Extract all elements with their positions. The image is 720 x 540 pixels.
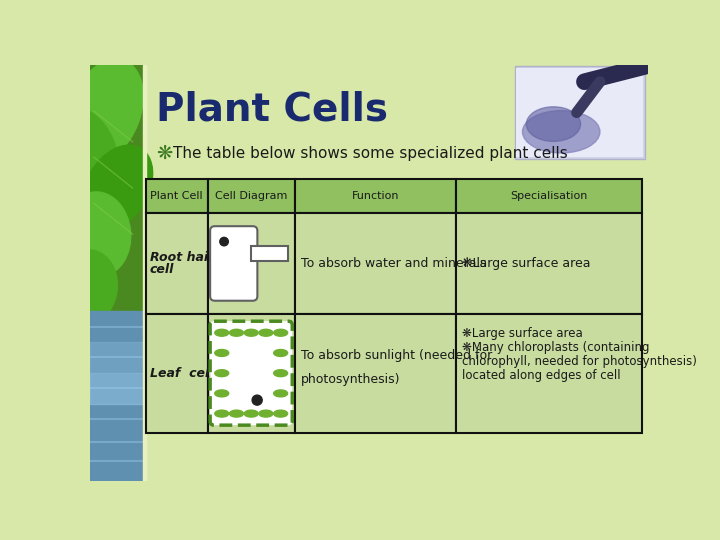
Ellipse shape bbox=[259, 329, 273, 336]
Text: ❋Many chloroplasts (containing: ❋Many chloroplasts (containing bbox=[462, 341, 649, 354]
Bar bbox=[251, 246, 287, 261]
Ellipse shape bbox=[215, 390, 229, 397]
Bar bbox=[515, 66, 645, 159]
Ellipse shape bbox=[274, 410, 287, 417]
FancyBboxPatch shape bbox=[210, 321, 292, 425]
Ellipse shape bbox=[259, 410, 273, 417]
Ellipse shape bbox=[274, 349, 287, 356]
Ellipse shape bbox=[526, 107, 580, 141]
Bar bbox=[90, 65, 143, 481]
Ellipse shape bbox=[215, 370, 229, 377]
Text: located along edges of cell: located along edges of cell bbox=[462, 369, 621, 382]
Text: Function: Function bbox=[351, 191, 399, 201]
Bar bbox=[516, 68, 644, 157]
Ellipse shape bbox=[244, 329, 258, 336]
Bar bbox=[90, 65, 143, 481]
Text: The table below shows some specialized plant cells: The table below shows some specialized p… bbox=[173, 146, 567, 161]
Text: To absorb water and minerals: To absorb water and minerals bbox=[301, 257, 486, 270]
Ellipse shape bbox=[244, 410, 258, 417]
Text: ❋Large surface area: ❋Large surface area bbox=[462, 257, 590, 270]
Ellipse shape bbox=[55, 250, 117, 326]
Bar bbox=[90, 342, 143, 403]
Bar bbox=[456, 213, 642, 314]
Ellipse shape bbox=[46, 108, 118, 206]
Ellipse shape bbox=[215, 410, 229, 417]
Text: Cell Diagram: Cell Diagram bbox=[215, 191, 287, 201]
Text: Root hair: Root hair bbox=[150, 251, 214, 264]
Bar bbox=[294, 179, 456, 213]
Ellipse shape bbox=[215, 349, 229, 356]
Bar bbox=[294, 314, 456, 433]
Bar bbox=[143, 65, 145, 481]
Ellipse shape bbox=[523, 111, 600, 153]
Text: Plant Cell: Plant Cell bbox=[150, 191, 203, 201]
Text: ❋Large surface area: ❋Large surface area bbox=[462, 327, 582, 340]
Text: chlorophyll, needed for photosynthesis): chlorophyll, needed for photosynthesis) bbox=[462, 355, 697, 368]
Text: ❋: ❋ bbox=[156, 144, 172, 163]
Text: Plant Cells: Plant Cells bbox=[156, 91, 388, 129]
Bar bbox=[90, 373, 143, 403]
Bar bbox=[145, 213, 208, 314]
Bar bbox=[456, 314, 642, 433]
Bar bbox=[456, 179, 642, 213]
Bar bbox=[294, 213, 456, 314]
Bar bbox=[90, 311, 143, 481]
Bar bbox=[208, 314, 294, 433]
Bar bbox=[145, 179, 208, 213]
Bar bbox=[145, 314, 208, 433]
Ellipse shape bbox=[252, 395, 262, 405]
Ellipse shape bbox=[230, 410, 243, 417]
Bar bbox=[208, 179, 294, 213]
Ellipse shape bbox=[274, 390, 287, 397]
Ellipse shape bbox=[274, 329, 287, 336]
Ellipse shape bbox=[81, 145, 153, 231]
Ellipse shape bbox=[65, 192, 131, 276]
Text: Leaf  cell: Leaf cell bbox=[150, 367, 213, 380]
Text: Specialisation: Specialisation bbox=[510, 191, 588, 201]
Text: photosynthesis): photosynthesis) bbox=[301, 373, 400, 386]
Text: To absorb sunlight (needed for: To absorb sunlight (needed for bbox=[301, 349, 492, 362]
Bar bbox=[208, 213, 294, 314]
Ellipse shape bbox=[274, 370, 287, 377]
Ellipse shape bbox=[215, 329, 229, 336]
Ellipse shape bbox=[68, 59, 143, 163]
Ellipse shape bbox=[220, 238, 228, 246]
Text: cell: cell bbox=[150, 263, 174, 276]
FancyBboxPatch shape bbox=[210, 226, 257, 301]
Ellipse shape bbox=[230, 329, 243, 336]
